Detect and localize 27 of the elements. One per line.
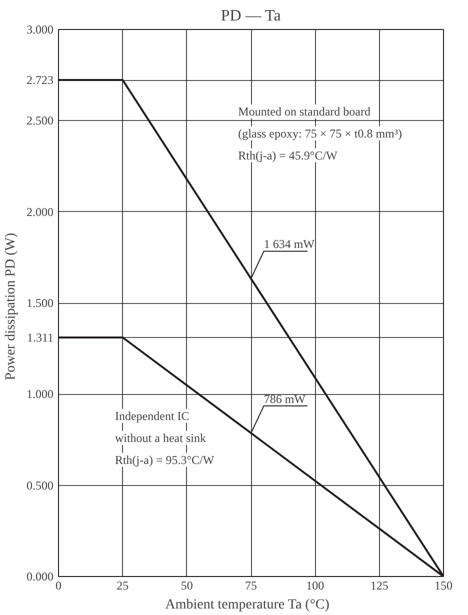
y-tick-label: 2.000 [26, 204, 54, 219]
x-tick-label: 100 [306, 578, 324, 592]
x-tick-label: 75 [245, 578, 257, 592]
y-tick-label: 0.000 [26, 570, 54, 584]
x-tick-label: 25 [116, 578, 129, 592]
x-axis-title: Ambient temperature Ta (°C) [165, 598, 330, 612]
annotation: 1 634 mW [264, 237, 316, 252]
y-tick-label: 1.000 [26, 387, 54, 402]
y-tick-label: 1.500 [26, 296, 54, 310]
annotation: Independent IC [114, 409, 190, 424]
y-tick-label: 3.000 [26, 22, 54, 36]
annotation: without a heat sink [114, 430, 206, 445]
x-tick-label: 150 [434, 578, 452, 592]
annotation: 786 mW [264, 392, 306, 406]
y-axis-title: Power dissipation PD (W) [4, 232, 18, 380]
y-tick-label: 1.311 [26, 330, 54, 344]
x-tick-label: 0 [56, 578, 62, 592]
chart-title: PD — Ta [220, 8, 281, 24]
annotation: (glass epoxy: 75 × 75 × t0.8 mm³) [238, 126, 402, 140]
annotation: Rth(j-a) = 95.3°C/W [114, 452, 215, 467]
x-tick-label: 50 [180, 578, 193, 592]
x-tick-label: 125 [370, 578, 388, 592]
y-tick-label: 2.723 [26, 73, 54, 88]
y-tick-label: 2.500 [26, 114, 54, 128]
annotation: Mounted on standard board [238, 104, 370, 119]
annotation: Rth(j-a) = 45.9°C/W [238, 148, 338, 162]
y-tick-label: 0.500 [26, 478, 54, 492]
